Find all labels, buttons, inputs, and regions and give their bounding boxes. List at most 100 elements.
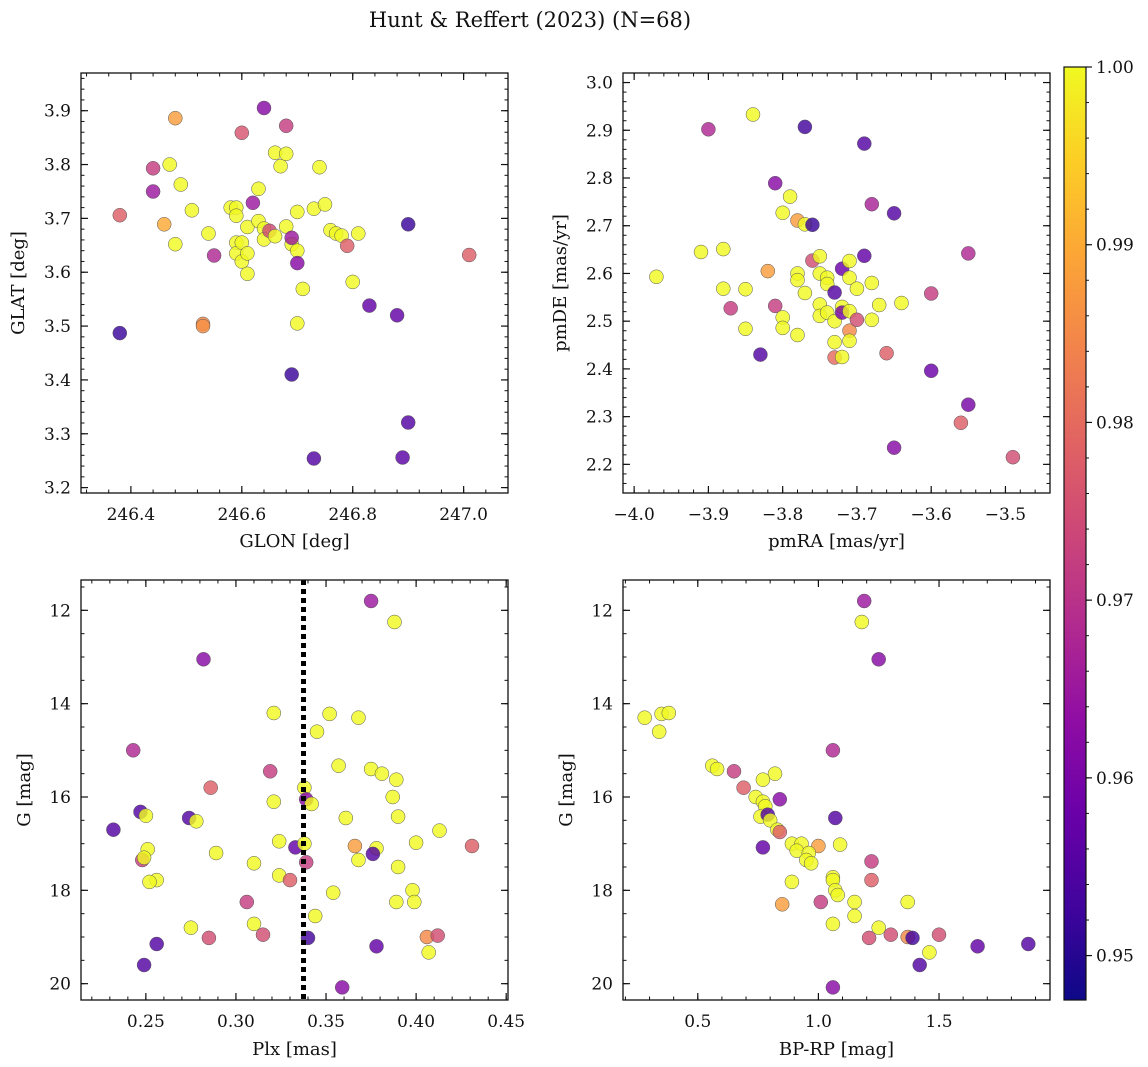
y-tick-label: 14 (49, 695, 71, 715)
data-point (931, 927, 947, 942)
data-point (738, 281, 753, 297)
data-point (649, 269, 664, 285)
x-tick-label: 0.45 (487, 1012, 525, 1032)
y-tick-label: 3.0 (586, 74, 613, 94)
data-point (857, 248, 872, 264)
data-point (900, 894, 915, 910)
y-tick-label: 2.8 (586, 169, 613, 189)
x-tick-label: 247.0 (439, 505, 488, 525)
data-point (651, 724, 667, 739)
data-point (834, 349, 850, 365)
data-point (861, 930, 877, 946)
panel-glon-glat: 246.4 246.6 246.8 247.0 3.2 3.3 3.4 3.5 3.6 3.7 3.… (8, 72, 509, 552)
data-point (886, 206, 902, 221)
data-point (760, 263, 776, 279)
data-point (803, 856, 819, 871)
data-point (772, 792, 788, 807)
data-point (345, 274, 360, 290)
data-point (782, 189, 798, 204)
data-point (661, 705, 677, 721)
data-point (347, 838, 363, 854)
data-point (883, 927, 899, 942)
y-tick-label: 18 (49, 881, 71, 901)
data-point (142, 874, 157, 890)
data-point (871, 297, 887, 313)
colorbar-gradient (1063, 66, 1087, 1001)
data-point (162, 157, 177, 172)
data-point (387, 614, 402, 630)
data-point (701, 122, 716, 137)
colorbar-tick-label: 0.99 (1096, 236, 1134, 256)
scatter-points (637, 593, 1036, 995)
y-tick-label: 20 (591, 975, 613, 995)
data-point (912, 957, 927, 973)
x-axis-label: BP-RP [mag] (779, 1039, 894, 1060)
data-point (351, 852, 366, 868)
x-tick-label: −4.0 (613, 505, 654, 525)
y-tick-label: 18 (591, 881, 613, 901)
data-point (856, 593, 872, 609)
data-point (389, 894, 404, 910)
data-point (312, 159, 327, 175)
data-point (400, 217, 416, 232)
data-point (255, 927, 271, 942)
data-point (390, 859, 406, 875)
data-point (1021, 936, 1036, 952)
data-point (322, 706, 337, 722)
axes-frame (622, 579, 1051, 1001)
axis-ticks: 246.4 246.6 246.8 247.0 3.2 3.3 3.4 3.5 3.6 3.7 3.… (44, 73, 509, 525)
axis-ticks: 0.5 1.0 1.5 12 14 16 18 20 (591, 580, 1050, 1032)
x-tick-label: −3.9 (688, 505, 729, 525)
x-tick-label: −3.6 (911, 505, 952, 525)
data-point (317, 197, 333, 212)
data-point (246, 856, 262, 871)
axes-frame (622, 72, 1051, 494)
panel-cmd: 0.5 1.0 1.5 12 14 16 18 20 BP-RP [mag] G [mag] (556, 579, 1051, 1060)
data-point (365, 846, 381, 862)
data-point (338, 810, 354, 826)
data-point (830, 887, 845, 903)
data-point (239, 894, 255, 910)
data-point (234, 125, 250, 141)
x-tick-label: 0.35 (307, 1012, 345, 1032)
data-point (240, 246, 255, 261)
data-point (173, 177, 189, 192)
axes-frame (80, 72, 509, 494)
data-point (351, 710, 366, 725)
x-tick-label: −3.8 (762, 505, 803, 525)
data-point (828, 810, 843, 826)
y-tick-label: 3.7 (44, 209, 71, 229)
data-point (385, 789, 400, 805)
data-point (334, 980, 350, 995)
y-tick-label: 2.2 (586, 455, 613, 475)
x-tick-label: 246.6 (217, 505, 266, 525)
data-point (184, 203, 200, 218)
x-axis-label: GLON [deg] (239, 531, 349, 552)
data-point (894, 295, 909, 311)
x-tick-label: −3.5 (985, 505, 1026, 525)
data-point (201, 930, 217, 946)
data-point (775, 320, 790, 336)
data-point (295, 281, 311, 297)
data-point (156, 217, 172, 232)
data-point (847, 908, 862, 924)
colorbar-tick-label: 0.96 (1096, 769, 1134, 789)
data-point (825, 916, 841, 932)
x-tick-label: 246.8 (328, 505, 377, 525)
y-axis-label: G [mag] (556, 753, 577, 826)
data-point (772, 824, 788, 840)
data-point (812, 249, 828, 264)
y-tick-label: 2.7 (586, 217, 613, 237)
data-point (266, 794, 282, 809)
y-tick-label: 3.3 (44, 425, 71, 445)
data-point (767, 766, 783, 781)
data-point (245, 195, 261, 211)
data-point (430, 928, 445, 943)
data-point (125, 743, 141, 758)
y-tick-label: 3.2 (44, 479, 71, 499)
x-tick-label: 246.4 (107, 505, 156, 525)
colorbar-tick-label: 0.97 (1096, 591, 1134, 611)
data-point (871, 920, 886, 935)
y-tick-label: 2.5 (586, 312, 613, 332)
data-point (753, 347, 768, 362)
